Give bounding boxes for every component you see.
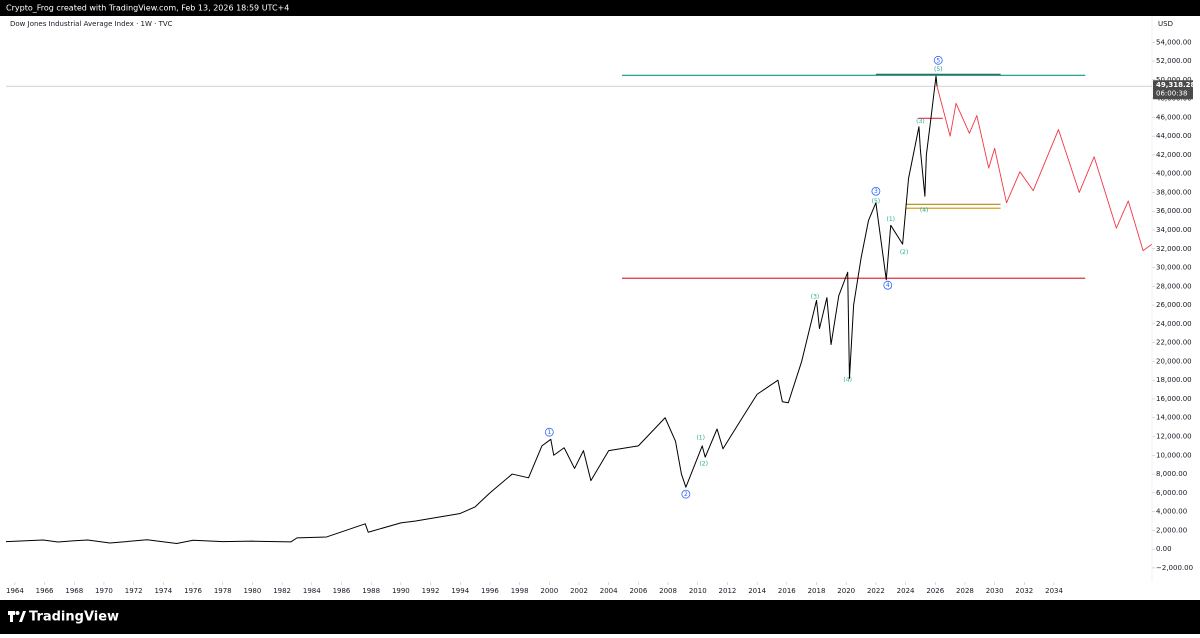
y-tick-label: 0.00: [1156, 545, 1172, 553]
brand: TradingView: [29, 610, 119, 625]
wave-label: 1: [547, 429, 551, 436]
y-tick-label: 22,000.00: [1156, 339, 1192, 347]
x-tick-label: 1992: [422, 587, 440, 595]
wave-marker: [933, 55, 943, 65]
x-tick-label: 2024: [897, 587, 915, 595]
x-tick-label: 1970: [95, 587, 113, 595]
x-tick-label: 2004: [600, 587, 618, 595]
x-tick-label: 2026: [926, 587, 944, 595]
y-tick-label: 40,000.00: [1156, 170, 1192, 178]
attribution: Crypto_Frog created with TradingView.com…: [6, 4, 289, 13]
y-tick-label: 2,000.00: [1156, 526, 1187, 534]
x-tick-label: 1976: [184, 587, 202, 595]
x-tick-label: 1996: [481, 587, 499, 595]
wave-label: (4): [920, 207, 929, 214]
y-tick-label: 16,000.00: [1156, 395, 1192, 403]
wave-label: (1): [886, 216, 895, 223]
y-tick-label: 18,000.00: [1156, 376, 1192, 384]
price-line: [6, 75, 938, 545]
y-tick-label: 20,000.00: [1156, 357, 1192, 365]
x-tick-label: 2032: [1015, 587, 1033, 595]
x-tick-label: 2030: [986, 587, 1004, 595]
wave-label: (5): [934, 66, 943, 73]
chart-title: Dow Jones Industrial Average Index · 1W …: [10, 20, 173, 28]
x-tick-label: 1980: [244, 587, 262, 595]
x-tick-label: 2002: [570, 587, 588, 595]
wave-label: (2): [900, 249, 909, 256]
x-tick-label: 1982: [273, 587, 291, 595]
wave-marker: [871, 186, 881, 196]
countdown-label: 06:00:38: [1156, 90, 1187, 98]
plot-area: 1 2 3 4 5 (1) (2) (3) (4) (5) (1) (2) (3) (4) (5): [6, 55, 1152, 545]
wave-marker: [681, 489, 691, 499]
x-tick-label: 2014: [748, 587, 766, 595]
y-tick-label: 44,000.00: [1156, 132, 1192, 140]
x-tick-label: 2012: [719, 587, 737, 595]
bottom-bar: [0, 600, 1200, 634]
x-tick-label: 2018: [808, 587, 826, 595]
x-tick-label: 2016: [778, 587, 796, 595]
x-tick-label: 1966: [36, 587, 54, 595]
x-tick-label: 2028: [956, 587, 974, 595]
x-tick-label: 1986: [333, 587, 351, 595]
y-tick-label: 52,000.00: [1156, 57, 1192, 65]
x-tick-label: 2020: [837, 587, 855, 595]
x-tick-label: 2008: [659, 587, 677, 595]
last-price-badge: [1153, 80, 1193, 100]
x-tick-label: 1974: [154, 587, 172, 595]
x-tick-label: 1998: [511, 587, 529, 595]
wave-label: (5): [872, 198, 881, 205]
y-tick-label: 14,000.00: [1156, 414, 1192, 422]
price-line: [936, 86, 1152, 252]
y-tick-label: 46,000.00: [1156, 113, 1192, 121]
x-tick-label: 1988: [362, 587, 380, 595]
top-bar: [0, 0, 1200, 16]
y-tick-label: 4,000.00: [1156, 508, 1187, 516]
y-tick-label: 38,000.00: [1156, 188, 1192, 196]
x-tick-label: 1972: [125, 587, 143, 595]
wave-marker: [883, 280, 893, 290]
y-tick-label: 26,000.00: [1156, 301, 1192, 309]
x-tick-label: 1994: [451, 587, 469, 595]
wave-label: (1): [696, 435, 705, 442]
y-tick-label: 32,000.00: [1156, 245, 1192, 253]
x-tick-label: 2010: [689, 587, 707, 595]
x-tick-label: 2034: [1045, 587, 1063, 595]
last-price-label: 49,318.28: [1156, 81, 1196, 89]
y-tick-label: 54,000.00: [1156, 38, 1192, 46]
wave-label: 5: [936, 57, 940, 64]
y-tick-label: 36,000.00: [1156, 207, 1192, 215]
x-tick-label: 1984: [303, 587, 321, 595]
x-tick-label: 1968: [65, 587, 83, 595]
y-tick-label: 28,000.00: [1156, 282, 1192, 290]
x-tick-label: 2000: [540, 587, 558, 595]
y-tick-label: −2,000.00: [1156, 564, 1193, 572]
wave-label: (3): [916, 118, 925, 125]
wave-marker: [544, 427, 554, 437]
y-tick-label: 24,000.00: [1156, 320, 1192, 328]
x-tick-label: 2006: [629, 587, 647, 595]
y-tick-label: 50,000.00: [1156, 76, 1192, 84]
wave-label: (2): [699, 461, 708, 468]
x-tick-label: 1990: [392, 587, 410, 595]
y-tick-label: 8,000.00: [1156, 470, 1187, 478]
wave-label: 3: [874, 188, 878, 195]
x-tick-label: 1978: [214, 587, 232, 595]
currency: USD: [1158, 20, 1173, 28]
y-tick-label: 6,000.00: [1156, 489, 1187, 497]
wave-label: 2: [684, 491, 688, 498]
y-tick-label: 12,000.00: [1156, 433, 1192, 441]
y-tick-label: 34,000.00: [1156, 226, 1192, 234]
y-tick-label: 30,000.00: [1156, 264, 1192, 272]
brand-logo: [8, 611, 26, 622]
y-tick-label: 42,000.00: [1156, 151, 1192, 159]
y-tick-label: 10,000.00: [1156, 451, 1192, 459]
x-tick-label: 2022: [867, 587, 885, 595]
wave-label: 4: [886, 282, 890, 289]
wave-label: (4): [843, 377, 852, 384]
x-tick-label: 1964: [6, 587, 24, 595]
wave-label: (3): [811, 294, 820, 301]
